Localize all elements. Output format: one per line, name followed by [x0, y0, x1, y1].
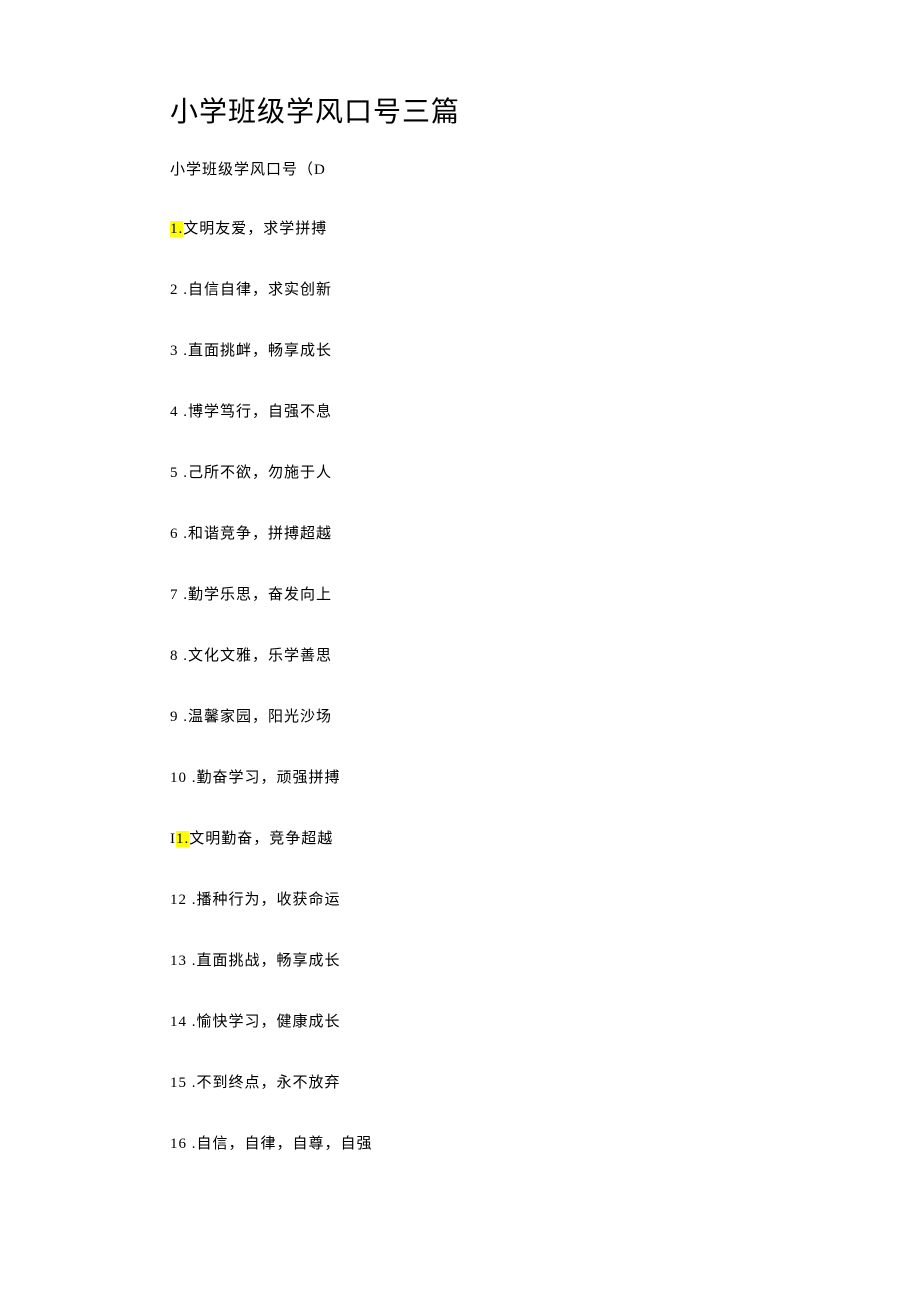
item-text: 直面挑战，畅享成长 — [197, 953, 341, 969]
item-prefix: 6 . — [170, 526, 188, 542]
item-text: 勤学乐思，奋发向上 — [188, 587, 332, 603]
item-text: 文化文雅，乐学善思 — [188, 648, 332, 664]
item-text: 文明勤奋，竞争超越 — [189, 831, 333, 847]
item-prefix: 14 . — [170, 1014, 197, 1030]
list-item: 1.文明友爱，求学拼搏 — [170, 219, 750, 240]
item-text: 文明友爱，求学拼搏 — [183, 221, 327, 237]
item-prefix: 16 . — [170, 1136, 197, 1152]
document-title: 小学班级学风口号三篇 — [170, 90, 750, 130]
list-item: 5 .己所不欲，勿施于人 — [170, 463, 750, 484]
item-text: 己所不欲，勿施于人 — [188, 465, 332, 481]
item-text: 直面挑衅，畅享成长 — [188, 343, 332, 359]
item-text: 温馨家园，阳光沙场 — [188, 709, 332, 725]
list-item: 13 .直面挑战，畅享成长 — [170, 951, 750, 972]
list-item: 9 .温馨家园，阳光沙场 — [170, 707, 750, 728]
item-text: 博学笃行，自强不息 — [188, 404, 332, 420]
item-prefix: 3 . — [170, 343, 188, 359]
list-item: 2 .自信自律，求实创新 — [170, 280, 750, 301]
item-prefix: 7 . — [170, 587, 188, 603]
item-prefix-highlight: 1. — [176, 831, 189, 847]
item-prefix: 8 . — [170, 648, 188, 664]
list-item: 6 .和谐竞争，拼搏超越 — [170, 524, 750, 545]
list-item: 8 .文化文雅，乐学善思 — [170, 646, 750, 667]
list-item: 14 .愉快学习，健康成长 — [170, 1012, 750, 1033]
item-prefix: 2 . — [170, 282, 188, 298]
list-item: I1.文明勤奋，竞争超越 — [170, 829, 750, 850]
item-prefix: 13 . — [170, 953, 197, 969]
item-text: 不到终点，永不放弃 — [197, 1075, 341, 1091]
item-text: 自信自律，求实创新 — [188, 282, 332, 298]
item-text: 自信，自律，自尊，自强 — [197, 1136, 373, 1152]
list-item: 3 .直面挑衅，畅享成长 — [170, 341, 750, 362]
item-prefix: 9 . — [170, 709, 188, 725]
item-prefix: 12 . — [170, 892, 197, 908]
item-text: 愉快学习，健康成长 — [197, 1014, 341, 1030]
item-text: 播种行为，收获命运 — [197, 892, 341, 908]
item-prefix: 15 . — [170, 1075, 197, 1091]
item-prefix: 5 . — [170, 465, 188, 481]
list-item: 10 .勤奋学习，顽强拼搏 — [170, 768, 750, 789]
item-prefix: 10 . — [170, 770, 197, 786]
list-item: 16 .自信，自律，自尊，自强 — [170, 1134, 750, 1155]
list-item: 15 .不到终点，永不放弃 — [170, 1073, 750, 1094]
list-item: 4 .博学笃行，自强不息 — [170, 402, 750, 423]
item-prefix-highlight: 1. — [170, 221, 183, 237]
item-text: 和谐竞争，拼搏超越 — [188, 526, 332, 542]
item-text: 勤奋学习，顽强拼搏 — [197, 770, 341, 786]
list-item: 12 .播种行为，收获命运 — [170, 890, 750, 911]
item-prefix: 4 . — [170, 404, 188, 420]
list-item: 7 .勤学乐思，奋发向上 — [170, 585, 750, 606]
document-subtitle: 小学班级学风口号（D — [170, 158, 750, 179]
